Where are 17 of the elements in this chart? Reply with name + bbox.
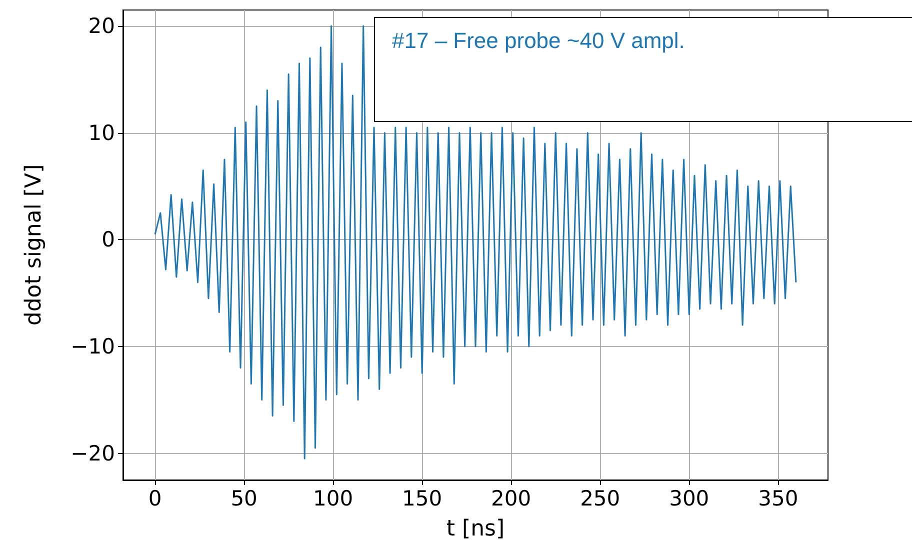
y-tick-label: −20 xyxy=(70,441,115,466)
y-tick-label: 10 xyxy=(88,120,115,145)
y-tick-label: −10 xyxy=(70,334,115,358)
y-tick-label: 20 xyxy=(88,14,115,38)
x-tick-label: 0 xyxy=(148,486,162,510)
x-axis-title: t [ns] xyxy=(446,516,505,542)
x-tick-label: 200 xyxy=(491,486,532,510)
y-tick-label: 0 xyxy=(102,228,115,252)
x-tick-label: 300 xyxy=(669,486,710,510)
x-tick-label: 100 xyxy=(313,486,354,510)
y-axis-title: ddot signal [V] xyxy=(22,164,46,326)
x-tick-label: 350 xyxy=(758,486,798,510)
x-tick-label: 150 xyxy=(402,486,442,510)
x-tick-label: 250 xyxy=(580,486,620,510)
line-series xyxy=(154,25,797,460)
text-box: #17 – Free probe ~40 V ampl. xyxy=(374,17,912,122)
x-tick-label: 50 xyxy=(230,486,258,510)
